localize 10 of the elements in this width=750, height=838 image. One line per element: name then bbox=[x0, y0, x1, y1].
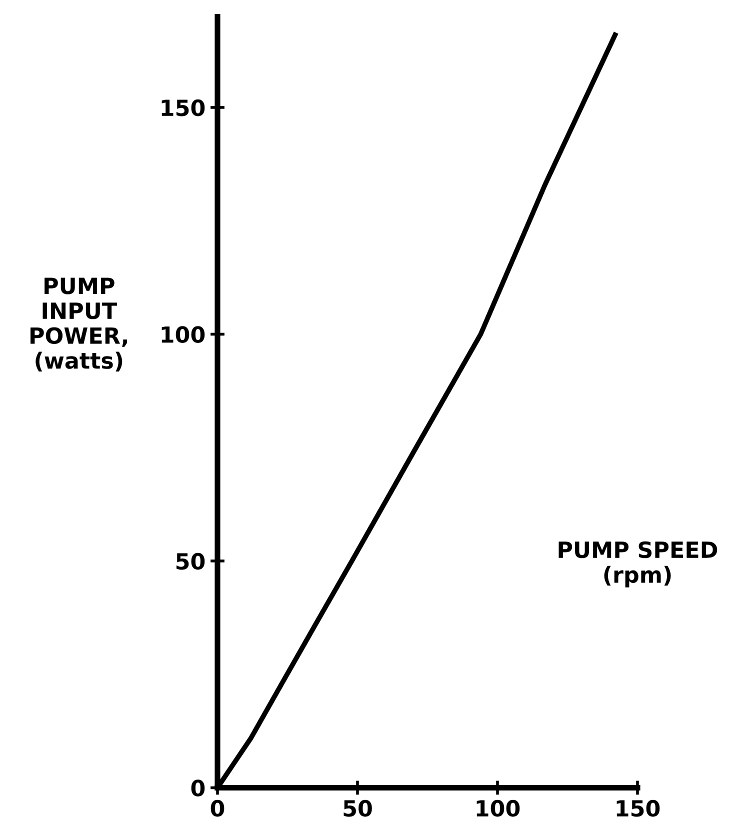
y-axis-title: PUMP INPUT POWER, (watts) bbox=[30, 278, 128, 372]
y-tick-label: 100 bbox=[162, 326, 205, 343]
y-tick-label: 0 bbox=[191, 780, 205, 796]
y-tick-label: 150 bbox=[162, 99, 205, 116]
y-tick-label: 50 bbox=[176, 552, 205, 570]
x-tick-label: 0 bbox=[210, 800, 224, 817]
x-tick-label: 100 bbox=[476, 800, 520, 817]
x-tick-label: 50 bbox=[344, 800, 372, 817]
x-axis-title: PUMP SPEED (rpm) bbox=[558, 541, 718, 588]
x-tick-label: 150 bbox=[616, 800, 660, 817]
